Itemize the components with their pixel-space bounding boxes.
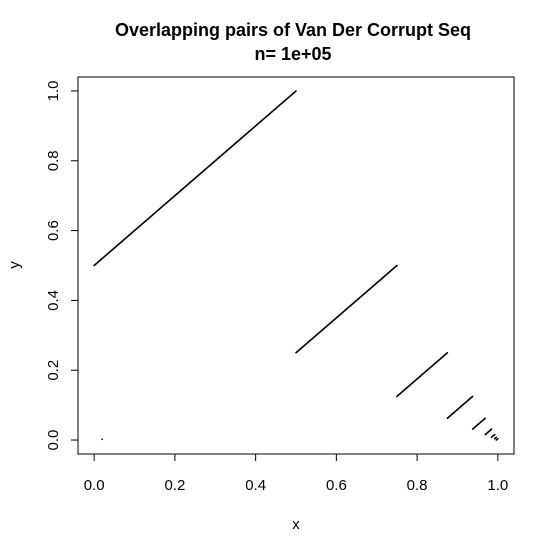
- x-tick-label-1: 0.2: [164, 477, 185, 494]
- y-axis-label: y: [6, 261, 23, 269]
- x-axis: 0.0 0.2 0.4 0.6 0.8 1.0: [84, 453, 508, 494]
- y-tick-label-1: 0.2: [45, 360, 62, 381]
- chart-title: Overlapping pairs of Van Der Corrupt Seq: [115, 20, 471, 40]
- y-tick-label-3: 0.6: [45, 220, 62, 241]
- y-tick-label-2: 0.4: [45, 290, 62, 311]
- data-segment-1: [295, 264, 398, 354]
- data-segment-3: [446, 395, 474, 420]
- x-tick-label-5: 1.0: [487, 477, 508, 494]
- y-axis: 0.0 0.2 0.4 0.6 0.8 1.0: [45, 81, 79, 451]
- y-tick-label-5: 1.0: [45, 81, 62, 102]
- data-point-0: [101, 438, 104, 441]
- y-tick-label-4: 0.8: [45, 150, 62, 171]
- data-segment-0: [93, 90, 297, 267]
- data-segment-7: [493, 436, 498, 440]
- data-segment-5: [484, 428, 493, 436]
- data-segment-6: [490, 433, 496, 439]
- x-tick-label-0: 0.0: [84, 477, 105, 494]
- data-segment-8: [495, 437, 499, 441]
- x-axis-label: x: [292, 516, 300, 533]
- data-segment-4: [471, 417, 487, 430]
- x-tick-label-3: 0.6: [326, 477, 347, 494]
- plot-frame: [77, 76, 515, 455]
- x-tick-label-4: 0.8: [407, 477, 428, 494]
- y-tick-label-0: 0.0: [45, 430, 62, 451]
- x-tick-label-2: 0.4: [245, 477, 266, 494]
- chart-subtitle: n= 1e+05: [254, 44, 331, 64]
- data-layer: [93, 90, 499, 441]
- data-segment-2: [396, 351, 449, 398]
